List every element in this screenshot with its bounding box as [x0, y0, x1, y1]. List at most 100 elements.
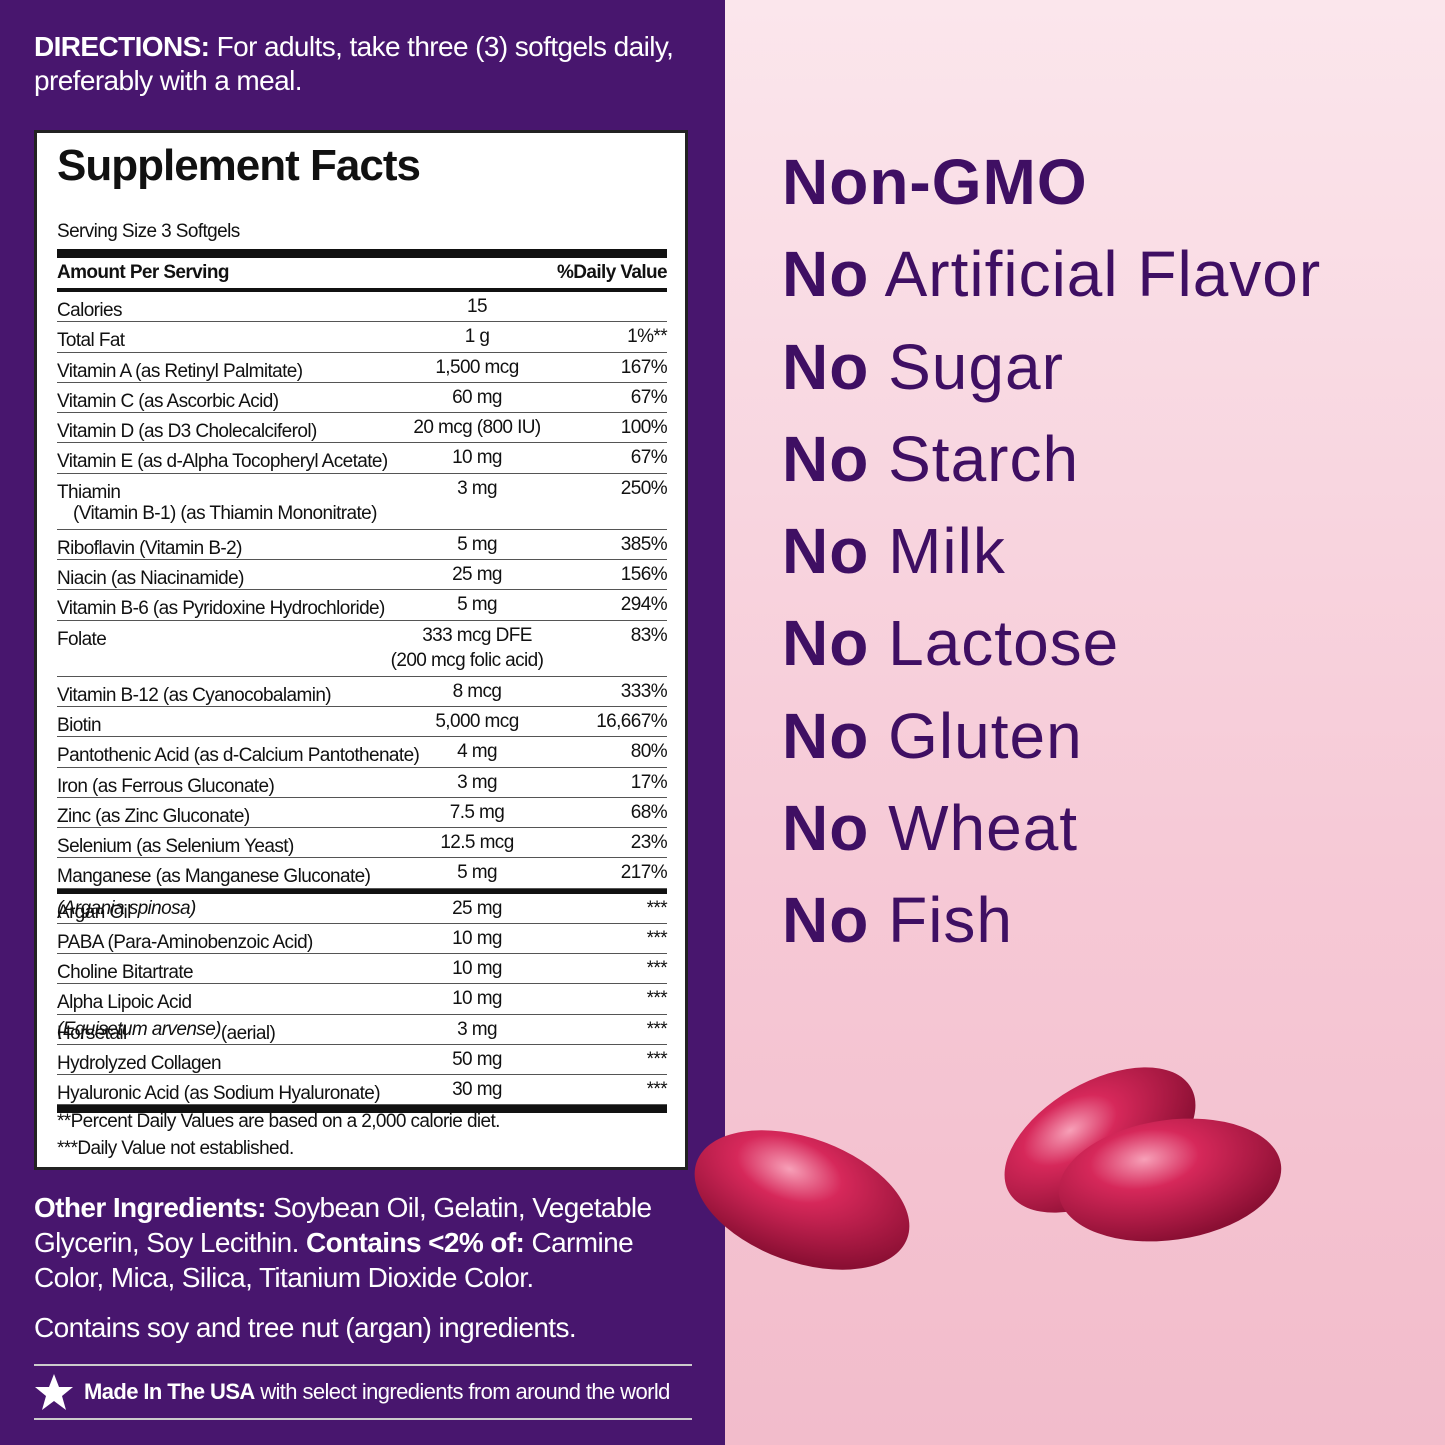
amount: 10 mg: [452, 447, 502, 469]
daily-value: 250%: [620, 477, 668, 499]
facts-row: Choline Bitartrate 10 mg ***: [57, 954, 668, 985]
amount-note: (200 mcg folic acid): [390, 649, 544, 671]
daily-value: 100%: [620, 417, 668, 439]
header-amount: Amount Per Serving: [57, 262, 229, 283]
claim-no: No: [782, 515, 870, 588]
latin-name: (Argania spinosa): [57, 897, 196, 919]
name-suffix: (aerial): [220, 1022, 276, 1044]
claim: No Artificial Flavor: [782, 237, 1321, 329]
daily-value: ***: [646, 958, 668, 980]
amount: 60 mg: [452, 386, 502, 408]
amount: 10 mg: [452, 958, 502, 980]
header-dv: %Daily Value: [556, 262, 668, 283]
claim-text: Starch: [888, 422, 1080, 495]
directions: DIRECTIONS: For adults, take three (3) s…: [34, 30, 694, 98]
text: Carmine Color, Mica, Silica, Titanium Di…: [34, 1227, 634, 1293]
claim-text: Sugar: [888, 330, 1064, 403]
amount: 20 mcg (800 IU): [413, 417, 541, 439]
name: Total Fat: [57, 330, 125, 352]
daily-value: 80%: [630, 741, 668, 763]
amount: 5,000 mcg: [435, 710, 519, 732]
claims: Non-GMO No Artificial Flavor No Sugar No St…: [782, 145, 1321, 976]
claim-no: No: [782, 884, 870, 957]
name: Vitamin B-12 (as Cyanocobalamin): [57, 684, 332, 706]
facts-row: Argan Oil (Argania spinosa) 25 mg ***: [57, 888, 668, 924]
facts-title: Supplement Facts: [57, 141, 421, 190]
claim: No Lactose: [782, 606, 1321, 698]
claim: No Gluten: [782, 699, 1321, 791]
footnote: **Percent Daily Values are based on a 2,…: [57, 1111, 500, 1132]
amount: 1 g: [464, 326, 490, 348]
origin-text: with select ingredients from around the …: [260, 1379, 670, 1404]
daily-value: 17%: [630, 771, 668, 793]
daily-value: 67%: [630, 386, 668, 408]
claim-text: Fish: [888, 884, 1013, 957]
name: Riboflavin (Vitamin B-2): [57, 537, 242, 559]
origin-bold: Made In The USA: [84, 1379, 255, 1404]
facts-row: Zinc (as Zinc Gluconate) 7.5 mg 68%: [57, 798, 668, 829]
latin-name: (Equisetum arvense): [57, 1018, 222, 1040]
daily-value: ***: [646, 897, 668, 919]
facts-row: Manganese (as Manganese Gluconate) 5 mg 21…: [57, 858, 668, 889]
name: Vitamin B-6 (as Pyridoxine Hydrochloride…: [57, 598, 385, 620]
daily-value: 1%**: [627, 326, 667, 348]
facts-row: Iron (as Ferrous Gluconate) 3 mg 17%: [57, 768, 668, 798]
facts-row: Total Fat 1 g 1%**: [57, 322, 668, 353]
name: Niacin (as Niacinamide): [57, 568, 244, 590]
amount: 333 mcg DFE: [422, 624, 532, 646]
label: Other Ingredients:: [34, 1192, 266, 1223]
daily-value: 167%: [620, 356, 668, 378]
facts-row: Vitamin B-6 (as Pyridoxine Hydrochloride…: [57, 590, 668, 621]
name: Horsetail: [57, 1022, 127, 1044]
amount: 4 mg: [457, 741, 497, 763]
name: Vitamin E (as d-Alpha Tocopheryl Acetate…: [57, 451, 388, 473]
name: Alpha Lipoic Acid: [57, 992, 192, 1014]
claim: No Starch: [782, 422, 1321, 514]
amount: 3 mg: [457, 1018, 497, 1040]
claim-text: Gluten: [888, 699, 1083, 772]
softgels: [694, 1067, 1282, 1270]
name-note: (Vitamin B-1) (as Thiamin Mononitrate): [73, 502, 377, 524]
facts-row: Vitamin B-12 (as Cyanocobalamin) 8 mcg 333…: [57, 677, 668, 707]
facts-row: Alpha Lipoic Acid 10 mg ***: [57, 984, 668, 1015]
amount: 7.5 mg: [449, 801, 505, 823]
claim-no: No: [782, 330, 870, 403]
claim-no: No: [782, 238, 870, 311]
facts-row: Vitamin C (as Ascorbic Acid) 60 mg 67%: [57, 383, 668, 414]
amount: 5 mg: [457, 594, 497, 616]
daily-value: 385%: [620, 533, 668, 555]
daily-value: 294%: [620, 594, 668, 616]
name: PABA (Para-Aminobenzoic Acid): [57, 931, 313, 953]
daily-value: ***: [646, 988, 668, 1010]
daily-value: 217%: [620, 862, 668, 884]
amount: 5 mg: [457, 862, 497, 884]
nutrient-name: Argan Oil (Argania spinosa): [57, 897, 196, 923]
facts-row: Horsetail (Equisetum arvense) (aerial) 3 …: [57, 1015, 668, 1045]
name: Pantothenic Acid (as d-Calcium Pantothen…: [57, 745, 420, 767]
amount: 8 mcg: [452, 680, 502, 702]
facts-row: Riboflavin (Vitamin B-2) 5 mg 385%: [57, 530, 668, 561]
origin: Made In The USA with select ingredients …: [34, 1364, 692, 1420]
directions-label: DIRECTIONS:: [34, 31, 210, 62]
amount: 12.5 mcg: [440, 832, 514, 854]
text: Soybean Oil, Gelatin, Vegetable Glycerin…: [34, 1192, 652, 1258]
name: Selenium (as Selenium Yeast): [57, 836, 294, 858]
name: Thiamin: [57, 481, 121, 503]
supplement-facts: Supplement Facts Serving Size 3 Softgels…: [34, 130, 688, 1170]
name: Vitamin D (as D3 Cholecalciferol): [57, 421, 317, 443]
name: Iron (as Ferrous Gluconate): [57, 775, 275, 797]
amount: 30 mg: [452, 1078, 502, 1100]
facts-row: Calories 15: [57, 292, 667, 323]
left-panel: DIRECTIONS: For adults, take three (3) s…: [0, 0, 725, 1445]
facts-row: Vitamin A (as Retinyl Palmitate) 1,500 mc…: [57, 353, 668, 383]
facts-table: Amount Per Serving %Daily Value Calories 1…: [57, 249, 668, 1114]
name: Calories: [57, 300, 123, 321]
daily-value: 333%: [620, 680, 668, 702]
name: Folate: [57, 628, 107, 650]
footnote: ***Daily Value not established.: [57, 1138, 294, 1159]
claim-no: No: [782, 699, 870, 772]
facts-row: Selenium (as Selenium Yeast) 12.5 mcg 23%: [57, 828, 668, 859]
amount: 5 mg: [457, 533, 497, 555]
name: Zinc (as Zinc Gluconate): [57, 805, 250, 827]
amount: 10 mg: [452, 988, 502, 1010]
